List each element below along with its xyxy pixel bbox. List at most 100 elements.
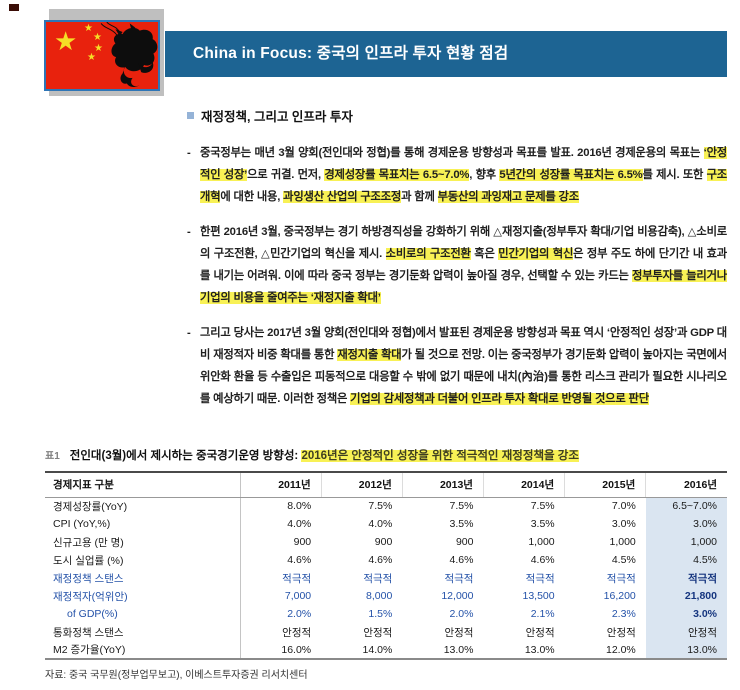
highlighted-text: 재정지출 확대 [337,349,402,361]
highlighted-text: 부동산의 과잉재고 문제를 강조 [437,191,579,203]
cell-value: 적극적 [606,572,636,585]
paragraph: - 한편 2016년 3월, 중국정부는 경기 하방경직성을 강화하기 위해 △재… [187,221,727,309]
row-label: 경제성장률(YoY) [53,500,128,513]
cell-value: 적극적 [239,569,322,587]
paragraph: - 그리고 당사는 2017년 3월 양회(전인대와 정협)에서 발표된 경제운용… [187,322,727,410]
table-fig-label: 표1 [45,451,60,462]
cell-value: 2.1% [530,608,555,620]
flag-small-star-icon: ★ [93,32,102,43]
cell-value: 12,000 [441,590,474,602]
cell-value: 3.5% [449,518,474,530]
cell-value: 1,000 [645,533,727,551]
row-label: 재정정책 스탠스 [53,572,124,585]
china-flag-dragon-image: ★ ★ ★ ★ ★ [44,20,160,91]
dragon-icon [100,22,158,87]
cell-value: 7,000 [239,587,322,605]
cell-value: 13.0% [443,643,474,656]
flag-small-star-icon: ★ [84,23,93,34]
body-text: , 향후 [469,169,500,181]
cell-value: 3.0% [645,515,727,533]
body-text: 과 함께 [401,191,438,203]
report-body: 재정정책, 그리고 인프라 투자 - 중국정부는 매년 3월 양회(전인대와 정협… [187,106,727,423]
highlighted-text: 민간기업의 혁신 [498,248,574,260]
cell-value: 8,000 [366,590,393,602]
cell-value: 1.5% [368,608,393,620]
body-text: 한편 2016년 3월, 중국정부는 경기 하방경직성을 강화하기 위해 △재정… [200,226,727,260]
cell-value: 13,500 [522,590,555,602]
table-body: 경제성장률(YoY) 8.0% 7.5% 7.5% 7.5% 7.0% 6.5~7.0% CP… [45,497,727,659]
row-label: M2 증가율(YoY) [53,644,126,656]
cell-value: 12.0% [606,643,636,656]
table-title-highlight: 2016년은 안정적인 성장을 위한 적극적인 재정정책을 강조 [301,450,579,462]
table-block: 표1 전인대(3월)에서 제시하는 중국경기운영 방향성: 2016년은 안정적인… [45,447,727,681]
cell-value: 안정적 [239,623,322,641]
cell-value: 4.6% [239,551,322,569]
report-banner: China in Focus: 중국의 인프라 투자 현황 점검 [165,31,727,77]
table-row: of GDP(%) 2.0% 1.5% 2.0% 2.1% 2.3% 3.0% [45,605,727,623]
row-label: 통화정책 스탠스 [53,626,124,639]
paragraph: - 중국정부는 매년 3월 양회(전인대와 정협)를 통해 경제운용 방향성과 목… [187,142,727,208]
table-header-row: 경제지표 구분 2011년 2012년 2013년 2014년 2015년 2016년 [45,472,727,498]
column-header: 2011년 [239,472,322,498]
highlighted-text: 소비로의 구조전환 [385,248,471,260]
cell-value: 2.0% [449,608,474,620]
cell-value: 14.0% [362,643,393,656]
cell-value: 4.0% [368,518,393,530]
cell-value: 안정적 [363,626,393,639]
table-row: M2 증가율(YoY) 16.0% 14.0% 13.0% 13.0% 12.0% 13.0… [45,641,727,659]
cell-value: 7.0% [611,500,636,513]
cell-value: 6.5~7.0% [645,497,727,515]
table-title-plain: 전인대(3월)에서 제시하는 중국경기운영 방향성: [69,450,302,462]
cell-value: 안정적 [444,626,474,639]
cell-value: 13.0% [645,641,727,659]
flag-small-star-icon: ★ [87,52,96,63]
column-header: 경제지표 구분 [45,472,240,498]
cell-value: 안정적 [606,626,636,639]
cell-value: 1,000 [609,536,636,548]
cell-value: 적극적 [363,572,393,585]
cell-value: 적극적 [525,572,555,585]
cell-value: 21,800 [645,587,727,605]
table-title: 표1 전인대(3월)에서 제시하는 중국경기운영 방향성: 2016년은 안정적인… [45,447,727,463]
highlighted-text: 과잉생산 산업의 구조조정 [283,191,402,203]
cell-value: 2.3% [611,608,636,620]
report-title: China in Focus: 중국의 인프라 투자 현황 점검 [193,45,509,62]
cell-value: 4.6% [530,554,555,566]
cell-value: 4.6% [368,554,393,566]
cell-value: 3.5% [530,518,555,530]
column-header: 2016년 [645,472,727,498]
flag-small-star-icon: ★ [94,43,103,54]
cell-value: 13.0% [524,643,555,656]
section-heading-text: 재정정책, 그리고 인프라 투자 [201,110,353,124]
table-row: 경제성장률(YoY) 8.0% 7.5% 7.5% 7.5% 7.0% 6.5~7.0% [45,497,727,515]
column-header: 2014년 [482,472,565,498]
cell-value: 4.5% [611,554,636,566]
cell-value: 안정적 [645,623,727,641]
cell-value: 900 [239,533,322,551]
body-text: 를 제시. 또한 [642,169,707,181]
square-bullet-icon [187,112,194,119]
highlighted-text: 5년간의 성장률 목표치는 6.5% [499,169,643,181]
flag-big-star-icon: ★ [54,26,78,56]
cell-value: 적극적 [645,569,727,587]
body-text: 중국정부는 매년 3월 양회(전인대와 정협)를 통해 경제운용 방향성과 목표… [200,147,704,159]
body-text: 으로 귀결. 먼저, [247,169,325,181]
cell-value: 4.6% [449,554,474,566]
body-text: 에 대한 내용, [220,191,284,203]
cell-value: 안정적 [525,626,555,639]
row-label: of GDP(%) [67,608,118,620]
body-text: 혹은 [470,248,499,260]
row-label: 재정적자(억위안) [53,590,128,603]
cell-value: 16,200 [603,590,636,602]
column-header: 2013년 [401,472,484,498]
cell-value: 4.5% [645,551,727,569]
row-label: 신규고용 (만 명) [53,536,124,549]
table-row: 재정정책 스탠스 적극적 적극적 적극적 적극적 적극적 적극적 [45,569,727,587]
table-row: 신규고용 (만 명) 900 900 900 1,000 1,000 1,000 [45,533,727,551]
table-row: 통화정책 스탠스 안정적 안정적 안정적 안정적 안정적 안정적 [45,623,727,641]
corner-mark [9,4,19,11]
dash-bullet: - [187,226,191,238]
cell-value: 적극적 [444,572,474,585]
body-text: 그리고 당사는 2017년 3월 양회(전인대와 정협)에서 발표된 경제운용 … [200,327,727,361]
